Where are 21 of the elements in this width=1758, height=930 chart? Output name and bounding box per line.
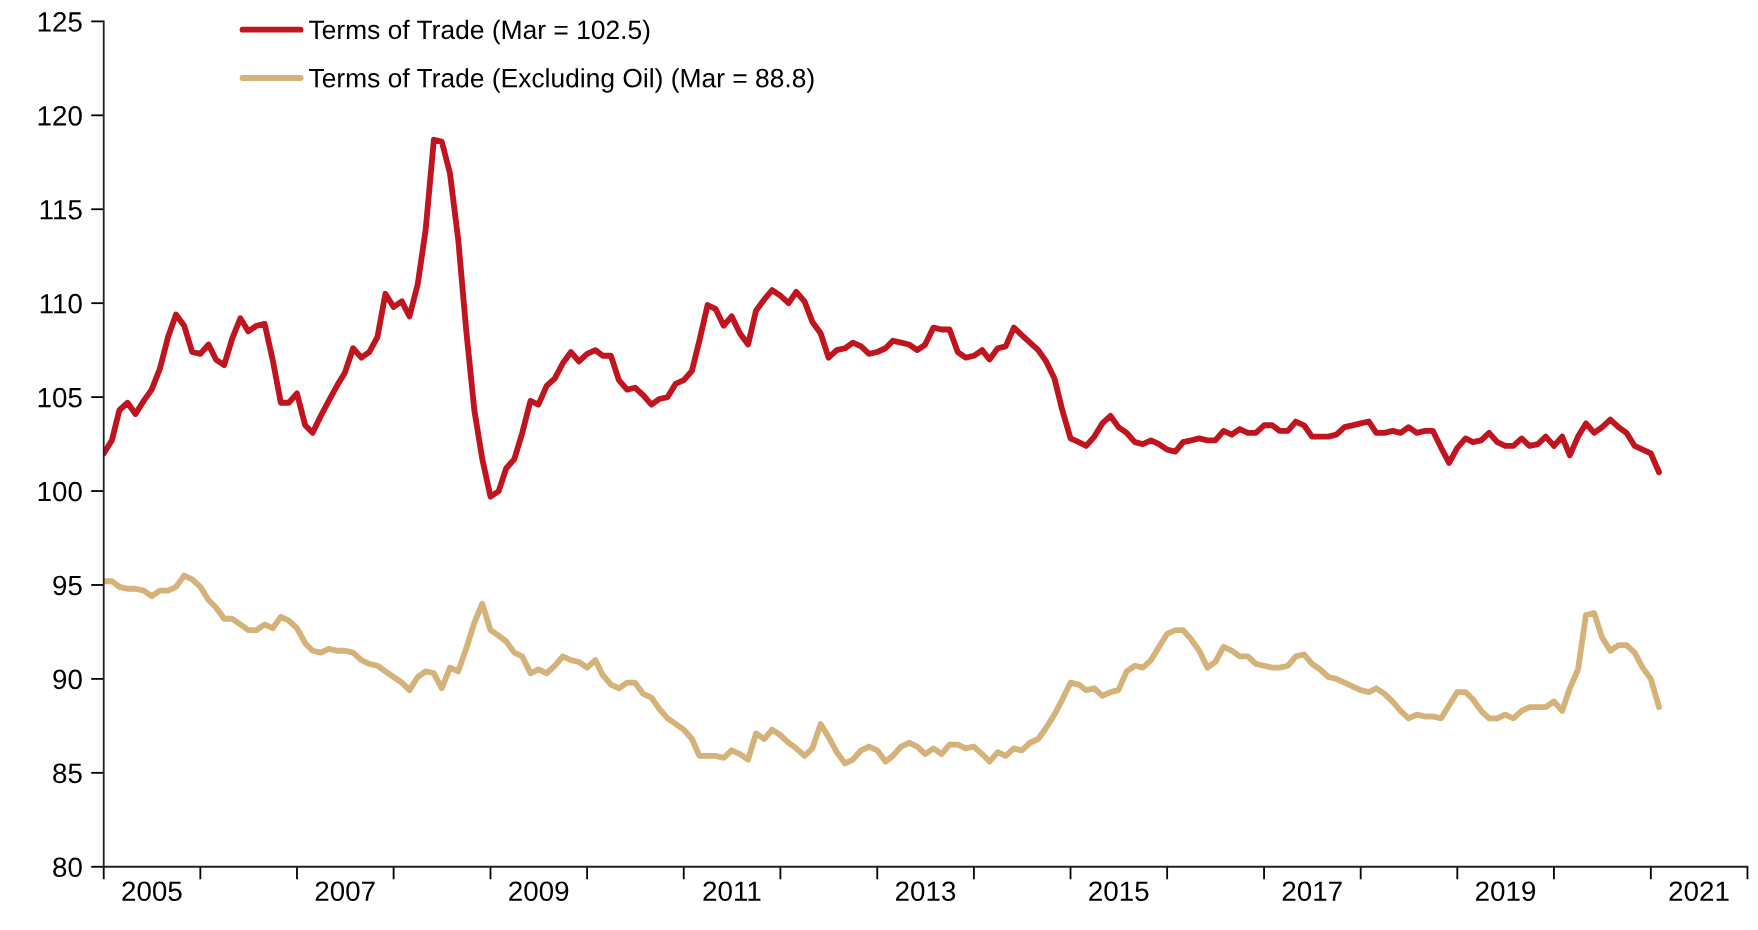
y-tick-label: 115: [40, 200, 82, 220]
y-tick-label: 85: [53, 763, 82, 784]
y-tick-label: 90: [53, 669, 82, 690]
x-tick-label: 2009: [509, 881, 569, 902]
y-tick-label: 110: [40, 293, 82, 314]
y-tick-label: 105: [38, 387, 82, 408]
x-tick-label: 2007: [315, 881, 375, 902]
x-tick-label: 2019: [1475, 881, 1536, 902]
y-tick-label: 80: [53, 857, 82, 878]
legend-label: Terms of Trade (Excluding Oil) (Mar = 88.8): [309, 68, 814, 93]
y-tick-label: 120: [38, 105, 82, 126]
x-tick-label: 2021: [1669, 881, 1729, 902]
x-tick-label: 2017: [1282, 881, 1342, 902]
y-tick-label: 100: [38, 481, 82, 502]
y-tick-label: 95: [53, 575, 82, 596]
legend-label: Terms of Trade (Mar = 102.5): [309, 19, 650, 45]
x-tick-label: 2015: [1089, 881, 1149, 902]
x-tick-label: 2013: [895, 881, 956, 902]
x-tick-label: 2011: [703, 881, 761, 902]
y-tick-label: 125: [38, 12, 82, 32]
x-tick-label: 2005: [122, 881, 182, 902]
